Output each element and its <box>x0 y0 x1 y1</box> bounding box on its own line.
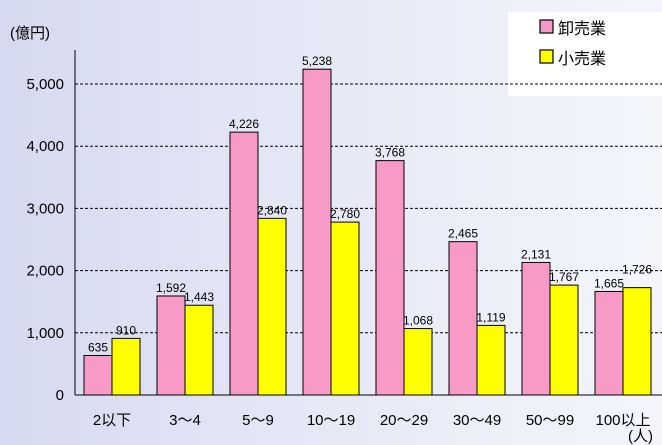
data-label: 1,665 <box>594 276 624 290</box>
data-label: 1,068 <box>403 314 433 328</box>
legend-swatch <box>539 19 554 34</box>
x-tick-label: 10～19 <box>307 412 355 429</box>
legend-label: 小売業 <box>558 50 606 68</box>
data-label: 1,767 <box>549 270 579 284</box>
data-label: 1,443 <box>184 290 214 304</box>
x-tick-label: 3～4 <box>169 412 201 429</box>
data-label: 635 <box>88 341 108 355</box>
bar-wholesale <box>594 290 624 396</box>
y-tick-labels: 0 1,000 2,000 3,000 4,000 5,000 <box>26 76 64 404</box>
y-tick-label: 5,000 <box>26 76 64 93</box>
y-tick-label: 3,000 <box>26 200 64 217</box>
x-tick-label: 20～29 <box>380 412 428 429</box>
data-label: 1,726 <box>622 263 652 277</box>
bar-retail <box>111 337 141 396</box>
data-label: 2,465 <box>448 227 478 241</box>
bar-wholesale <box>375 160 405 396</box>
x-unit-label: (人) <box>628 428 653 445</box>
y-unit-label: (億円) <box>10 25 50 42</box>
data-label: 910 <box>116 323 136 337</box>
x-tick-label: 2以下 <box>93 412 131 429</box>
x-tick-label: 100以上 <box>595 412 650 429</box>
bar-retail <box>476 324 506 396</box>
bar-retail <box>184 304 214 396</box>
bar-retail <box>257 217 287 396</box>
bar-wholesale <box>448 241 478 396</box>
legend-swatch <box>539 49 554 64</box>
x-tick-label: 50～99 <box>526 412 574 429</box>
bar-wholesale <box>229 131 259 396</box>
bar-retail <box>403 328 433 396</box>
data-label: 1,119 <box>476 310 505 324</box>
data-label: 3,768 <box>375 146 405 160</box>
data-label: 4,226 <box>229 117 259 131</box>
x-tick-labels: 2以下 3～4 5～9 10～19 20～29 30～49 50～99 100以上 <box>93 412 651 429</box>
bar-retail <box>622 287 652 396</box>
data-label: 2,131 <box>521 247 551 261</box>
bar-wholesale <box>521 261 551 396</box>
bars <box>83 68 652 396</box>
data-label: 2,780 <box>330 207 360 221</box>
bar-wholesale <box>156 295 186 396</box>
bar-wholesale <box>83 355 113 396</box>
x-tick-label: 30～49 <box>453 412 501 429</box>
legend-label: 卸売業 <box>558 20 606 38</box>
y-tick-label: 2,000 <box>26 263 64 280</box>
bar-retail <box>330 221 360 396</box>
y-tick-label: 0 <box>56 387 64 404</box>
y-tick-label: 1,000 <box>26 325 64 342</box>
legend-background <box>508 12 662 96</box>
y-tick-label: 4,000 <box>26 138 64 155</box>
data-label: 2,840 <box>257 203 287 217</box>
bar-wholesale <box>302 68 332 396</box>
data-label: 1,592 <box>156 281 186 295</box>
x-tick-label: 5～9 <box>242 412 274 429</box>
bar-retail <box>549 284 579 396</box>
data-label: 5,238 <box>302 54 332 68</box>
